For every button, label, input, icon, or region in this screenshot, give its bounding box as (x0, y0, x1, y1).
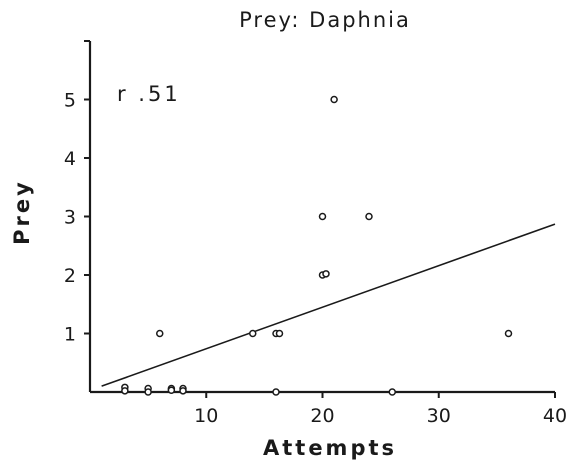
y-tick-label: 3 (64, 207, 76, 229)
chart-title: Prey: Daphnia (239, 8, 411, 32)
axes: 1 2 3 4 5 10 20 30 40 (64, 40, 567, 427)
data-point (504, 329, 513, 338)
data-point (318, 212, 327, 221)
data-point (330, 95, 338, 104)
data-point (144, 388, 152, 396)
data-point (365, 212, 373, 221)
data-point (167, 386, 176, 394)
trendline-group (101, 223, 556, 387)
data-point (249, 329, 257, 338)
x-tick-label: 20 (310, 405, 334, 427)
trendline (101, 223, 556, 387)
data-point (121, 387, 129, 395)
data-point (179, 387, 187, 395)
x-tick-label: 40 (543, 405, 567, 427)
y-tick-label: 5 (64, 90, 76, 112)
x-axis-label: Attempts (262, 436, 398, 460)
y-tick-label: 4 (64, 148, 76, 170)
data-point (388, 388, 396, 396)
data-point (322, 270, 330, 278)
y-tick-label: 1 (64, 324, 76, 346)
data-point (272, 388, 280, 396)
y-tick-label: 2 (64, 265, 76, 287)
correlation-annotation: r .51 (117, 82, 181, 106)
data-point (156, 329, 164, 338)
x-tick-label: 10 (194, 405, 218, 427)
data-point (275, 329, 284, 338)
data-points (121, 95, 513, 396)
x-tick-label: 30 (427, 405, 451, 427)
